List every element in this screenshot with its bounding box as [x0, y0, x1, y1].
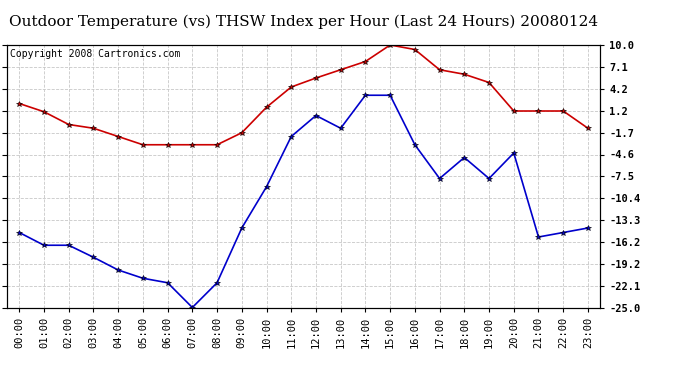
Text: Copyright 2008 Cartronics.com: Copyright 2008 Cartronics.com — [10, 49, 180, 59]
Text: Outdoor Temperature (vs) THSW Index per Hour (Last 24 Hours) 20080124: Outdoor Temperature (vs) THSW Index per … — [9, 15, 598, 29]
